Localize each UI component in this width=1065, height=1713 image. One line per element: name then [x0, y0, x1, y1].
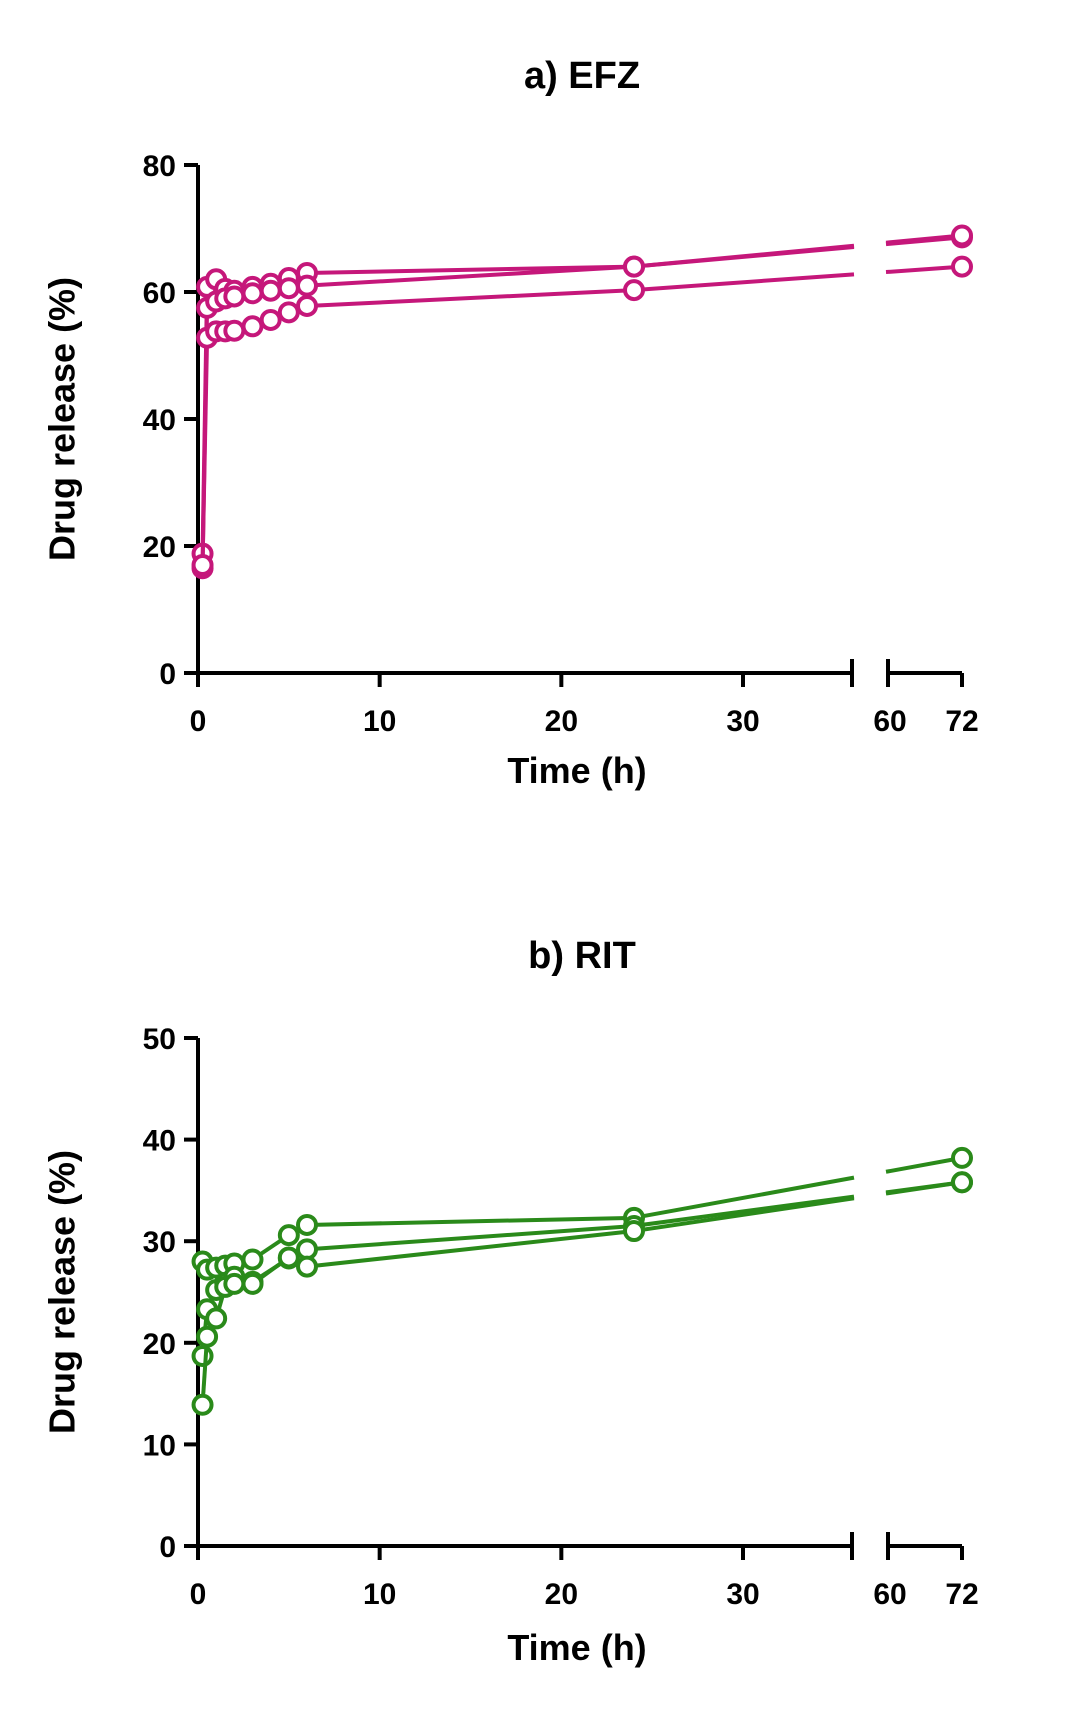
series-line-segment: [633, 272, 855, 293]
x-tick-label: 60: [873, 1578, 906, 1611]
data-point: [277, 1246, 300, 1269]
x-tick-label: 20: [545, 1578, 578, 1611]
x-tick-label: 0: [190, 705, 207, 738]
data-point: [223, 285, 246, 308]
x-tick-label: 30: [726, 705, 759, 738]
data-point: [296, 1213, 318, 1236]
data-point: [223, 1272, 246, 1295]
chart-title: b) RIT: [528, 935, 636, 977]
data-point: [241, 1248, 264, 1271]
data-point: [196, 1325, 219, 1348]
data-point: [951, 224, 973, 247]
data-point: [259, 279, 282, 302]
chart-panel-efz: a) EFZ 0 20 40 60 80 0 10 20 30 60 72 Time (h) Drug r…: [42, 55, 979, 791]
y-tick-label: 60: [143, 277, 176, 310]
series-line-segment: [306, 288, 635, 308]
x-tick-label: 10: [363, 1578, 396, 1611]
data-point: [259, 308, 282, 331]
data-point: [296, 1255, 318, 1278]
data-point: [277, 277, 300, 300]
y-tick-label: 40: [143, 1125, 176, 1158]
x-tick-label: 30: [726, 1578, 759, 1611]
y-tick-label: 10: [143, 1429, 176, 1462]
series-line-segment: [200, 337, 210, 566]
y-tick-label: 50: [143, 1023, 176, 1056]
data-point: [205, 1307, 228, 1330]
y-tick-label: 0: [159, 658, 176, 691]
series-line-segment: [306, 1215, 635, 1227]
x-tick-label: 60: [873, 705, 906, 738]
data-point: [191, 1345, 214, 1368]
series-line-segment: [200, 1336, 210, 1405]
data-point: [241, 315, 264, 338]
series-line-segment: [306, 1229, 635, 1269]
data-point: [223, 319, 246, 342]
data-point: [241, 282, 264, 305]
data-point: [296, 294, 318, 317]
data-point: [191, 554, 214, 577]
y-tick-label: 40: [143, 404, 176, 437]
data-point: [277, 301, 300, 324]
y-tick-label: 30: [143, 1226, 176, 1259]
series-line-segment: [306, 264, 635, 275]
data-point: [623, 1220, 645, 1243]
y-tick-label: 80: [143, 150, 176, 183]
data-point: [277, 1224, 300, 1247]
data-point: [191, 1393, 214, 1416]
x-tick-label: 72: [945, 1578, 978, 1611]
x-axis-title: Time (h): [507, 1627, 646, 1668]
series-line-segment: [885, 233, 963, 245]
y-tick-label: 20: [143, 1328, 176, 1361]
data-point: [623, 255, 645, 278]
y-axis-title: Drug release (%): [42, 1150, 83, 1434]
data-point: [951, 1146, 973, 1169]
series-line-segment: [633, 1175, 855, 1220]
x-tick-label: 0: [190, 1578, 207, 1611]
data-point: [951, 1171, 973, 1194]
x-tick-label: 10: [363, 705, 396, 738]
x-axis-title: Time (h): [507, 750, 646, 791]
series-line-segment: [633, 1194, 855, 1228]
data-point: [241, 1272, 264, 1295]
series-line-segment: [633, 1196, 855, 1234]
series-line-segment: [633, 243, 855, 269]
y-tick-label: 20: [143, 531, 176, 564]
x-tick-label: 72: [945, 705, 978, 738]
x-tick-label: 20: [545, 705, 578, 738]
chart-title: a) EFZ: [524, 55, 640, 97]
series-line-segment: [306, 264, 635, 288]
data-point: [296, 274, 318, 297]
data-point: [623, 279, 645, 302]
chart-panel-rit: b) RIT 0 10 20 30 40 50 0 10 20 30 60 72 Time (h) Drug…: [42, 935, 979, 1668]
series-line-segment: [885, 264, 963, 275]
y-axis-title: Drug release (%): [42, 277, 83, 561]
y-tick-label: 0: [159, 1531, 176, 1564]
series-line-segment: [885, 1180, 963, 1196]
series-line-segment: [306, 1223, 635, 1252]
series-line-segment: [885, 1155, 963, 1174]
data-point: [951, 255, 973, 278]
